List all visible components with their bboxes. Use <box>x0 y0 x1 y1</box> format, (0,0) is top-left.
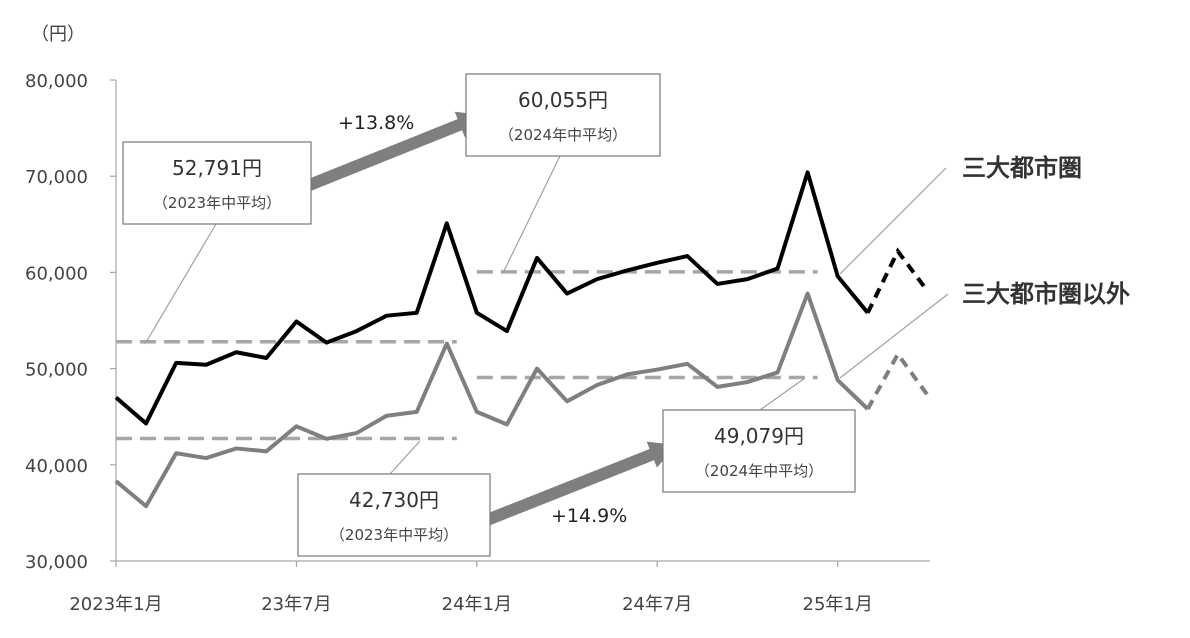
callout-leader-lines <box>144 155 806 475</box>
y-tick-label: 50,000 <box>25 360 88 381</box>
average-callout-value: 49,079円 <box>714 424 804 448</box>
average-callout-value: 52,791円 <box>172 156 262 180</box>
series-label: 三大都市圏 <box>962 154 1082 182</box>
average-callout-note: （2024年中平均） <box>695 462 823 480</box>
series-line <box>114 291 870 509</box>
series-lines <box>114 170 930 509</box>
change-arrow <box>299 111 484 194</box>
average-callout-box <box>662 409 856 493</box>
average-callout-note: （2023年中平均） <box>153 194 281 212</box>
y-tick-label: 60,000 <box>25 263 88 284</box>
callout-leader-line <box>759 377 806 411</box>
change-arrows <box>299 111 676 526</box>
series-line-provisional <box>865 247 930 314</box>
average-callout-box <box>297 473 491 557</box>
average-callout-box <box>122 141 312 225</box>
y-tick-label: 40,000 <box>25 456 88 477</box>
series-line <box>114 170 870 426</box>
average-callout-value: 42,730円 <box>349 488 439 512</box>
average-callout-value: 60,055円 <box>518 88 608 112</box>
average-callout-note: （2023年中平均） <box>330 526 458 544</box>
x-tick-label: 23年7月 <box>261 594 331 615</box>
average-callouts: 52,791円 （2023年中平均） 60,055円 （2024年中平均） 42,730… <box>122 73 856 557</box>
y-tick-label: 70,000 <box>25 167 88 188</box>
change-label: +13.8% <box>338 112 414 134</box>
change-label: +14.9% <box>551 505 627 527</box>
x-tick-label: 2023年1月 <box>69 594 162 615</box>
series-label: 三大都市圏以外 <box>962 280 1130 308</box>
y-tick-label: 30,000 <box>25 552 88 573</box>
series-label-leader <box>839 293 949 379</box>
series-line-provisional <box>865 350 930 410</box>
callout-leader-line <box>144 223 217 345</box>
x-tick-label: 24年1月 <box>442 594 512 615</box>
average-callout-note: （2024年中平均） <box>499 126 627 144</box>
series-label-leader <box>839 167 947 275</box>
callout-leader-line <box>502 155 561 274</box>
x-tick-label: 24年7月 <box>622 594 692 615</box>
change-arrow <box>484 441 676 526</box>
x-tick-label: 25年1月 <box>803 594 873 615</box>
average-callout-box <box>465 73 661 157</box>
callout-leader-line <box>389 440 421 475</box>
y-tick-label: 80,000 <box>25 71 88 92</box>
axes: （円） 30,000 40,000 50,000 60,000 70,000 80,000 2… <box>25 24 930 615</box>
y-axis-unit: （円） <box>31 24 85 45</box>
